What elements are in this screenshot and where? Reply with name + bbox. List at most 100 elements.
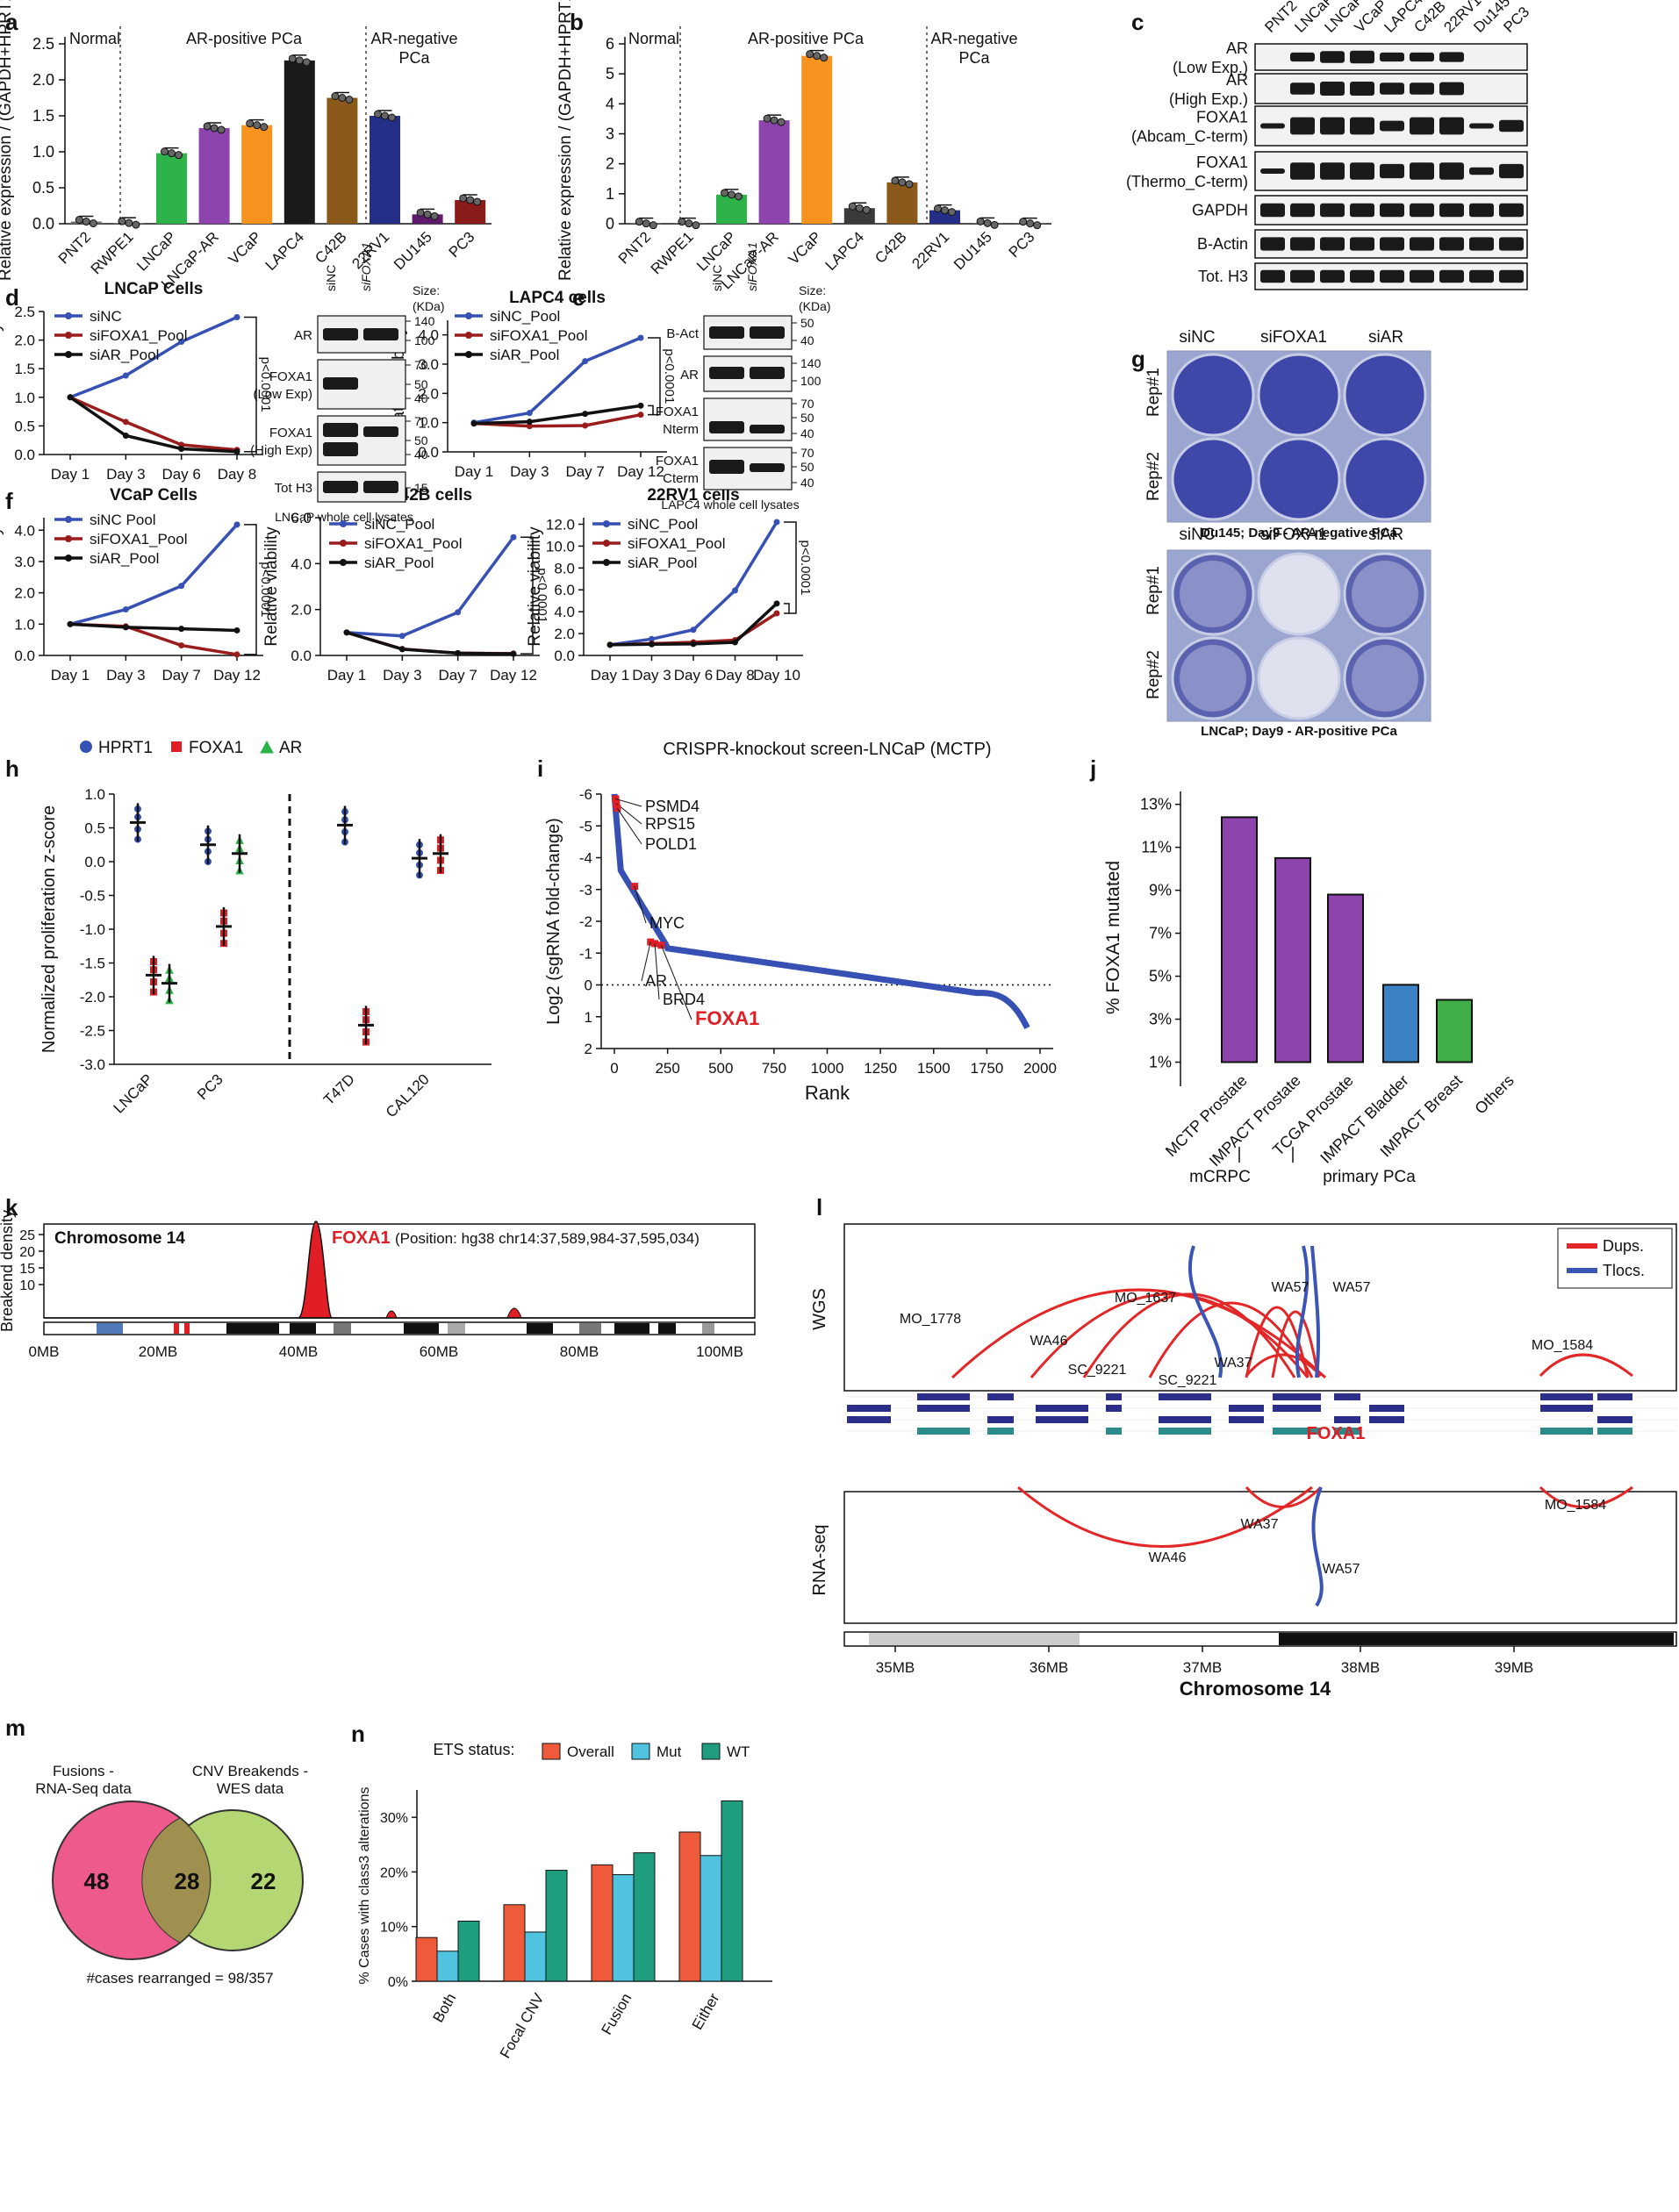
a-ytick-label: 0.5	[32, 179, 54, 197]
a-point	[253, 121, 262, 130]
e-series-siFOXA1_Pool	[473, 412, 642, 428]
f3-ytick-label: 10.0	[546, 538, 575, 555]
c-band	[1410, 52, 1434, 62]
l-rna-arc	[1245, 1485, 1323, 1508]
f3-point-siNC_Pool	[773, 519, 780, 526]
d-legend-marker	[65, 312, 72, 319]
c-band	[1320, 203, 1345, 218]
a-ytick-label: 0.0	[32, 215, 54, 233]
c-band	[1380, 163, 1404, 179]
b-point	[848, 202, 857, 211]
f2-xtick-label: Day 1	[327, 667, 366, 684]
a-xtick-label: RWPE1	[88, 228, 137, 277]
j-bar-IMPACT Prostate	[1274, 856, 1311, 1063]
d-blot-mark: 100	[414, 333, 435, 347]
d-blot-mark: 140	[414, 314, 435, 328]
k-ideogram-band	[579, 1323, 601, 1334]
b-point	[692, 221, 700, 230]
c-band	[1469, 269, 1494, 283]
m-set-label: CNV Breakends -	[192, 1763, 308, 1779]
h-xtick-label: T47D	[320, 1070, 358, 1108]
m-set-label: WES data	[217, 1780, 284, 1797]
i-ytick-label: -1	[579, 945, 592, 962]
e-band	[709, 421, 744, 433]
d-band	[323, 328, 358, 340]
c-band	[1350, 50, 1374, 64]
a-point	[75, 216, 83, 225]
a-point	[288, 54, 297, 63]
k-ideogram-band	[97, 1323, 123, 1334]
f1-pvalue: p<0.0001	[258, 562, 273, 617]
a-xtick-label: PC3	[446, 228, 478, 261]
j-ytick-label: 11%	[1141, 839, 1172, 856]
panel-letter-a: a	[5, 9, 18, 35]
d-title: LNCaP Cells	[104, 280, 204, 298]
n-bar-WT	[457, 1920, 480, 1982]
a-group-label: AR-positive PCa	[186, 30, 303, 47]
c-band	[1260, 269, 1285, 283]
i-xtick-label: 1500	[917, 1060, 951, 1077]
f3-xtick-label: Day 1	[591, 667, 629, 684]
d-blot-col: siNC	[324, 265, 338, 291]
panel-letter-d: d	[5, 284, 19, 311]
e-ytick-label: 4.0	[418, 327, 439, 344]
l-gene-model	[987, 1416, 1014, 1423]
panel-letter-h: h	[5, 755, 19, 782]
e-blot-mark: 50	[800, 411, 814, 425]
a-ylabel: Relative expression / (GAPDH+HPRT1)	[0, 0, 15, 281]
h-xtick-label: CAL120	[383, 1070, 433, 1120]
e-legend-marker	[465, 332, 472, 339]
h-ytick-label: -3.0	[80, 1056, 105, 1073]
l-gene-model	[1273, 1393, 1321, 1400]
e-bracket	[648, 337, 661, 416]
g-top-well	[1171, 437, 1255, 521]
f1-point-siFOXA1_Pool	[233, 651, 240, 658]
e-blot-box	[703, 397, 793, 441]
k-xtick-label: 0MB	[29, 1343, 60, 1360]
c-band	[1320, 82, 1345, 96]
l-rna-tloc	[1311, 1486, 1324, 1607]
c-band	[1469, 203, 1494, 218]
f1-point-siAR_Pool	[178, 626, 185, 633]
h-ytick-label: 0.5	[84, 820, 105, 837]
c-band	[1439, 162, 1464, 180]
k-ideogram-band	[226, 1323, 279, 1334]
i-hit-label-PSMD4: PSMD4	[645, 798, 700, 815]
l-rna-arc	[1017, 1485, 1313, 1548]
b-bar-VCaP	[801, 55, 833, 224]
e-ytick-label: 3.0	[418, 356, 439, 373]
l-track-label: WGS	[810, 1288, 829, 1330]
e-blot-col: siFOXA1	[745, 242, 759, 291]
f3-xtick-label: Day 6	[674, 667, 713, 684]
b-point	[777, 118, 786, 126]
b-ytick-label: 1	[606, 185, 614, 203]
e-blot-mark: 40	[800, 333, 814, 347]
g-caption: LNCaP; Day9 - AR-positive PCa	[1201, 724, 1397, 739]
c-band	[1320, 269, 1345, 283]
f1-point-siAR_Pool	[122, 624, 129, 631]
c-band	[1410, 269, 1434, 283]
l-xtick-label: 39MB	[1495, 1659, 1533, 1676]
l-gene-model	[1159, 1428, 1211, 1435]
d-blot-label: AR	[294, 328, 312, 343]
c-blot-label: AR	[1226, 39, 1248, 57]
l-dup-arc	[951, 1288, 1327, 1379]
e-point-siNC_Pool	[526, 410, 533, 417]
d-xtick-label: Day 8	[218, 466, 256, 483]
e-point-siAR_Pool	[582, 411, 589, 418]
e-band	[750, 425, 785, 433]
a-point	[132, 220, 140, 229]
b-ytick-label: 0	[606, 215, 614, 233]
d-band	[323, 423, 358, 437]
b-point	[735, 192, 743, 201]
n-legend-swatch	[701, 1743, 721, 1760]
l-gene-name: FOXA1	[1307, 1424, 1366, 1443]
g-bottom-well-inner	[1352, 561, 1418, 627]
l-dup-arc	[1030, 1292, 1309, 1378]
n-bar-Overall	[678, 1831, 701, 1982]
d-band	[323, 442, 358, 456]
a-bar-VCaP	[241, 125, 273, 224]
j-ytick-label: 7%	[1149, 925, 1172, 942]
m-set-label: Fusions -	[53, 1763, 114, 1779]
h-ytick-label: -1.5	[80, 956, 105, 972]
